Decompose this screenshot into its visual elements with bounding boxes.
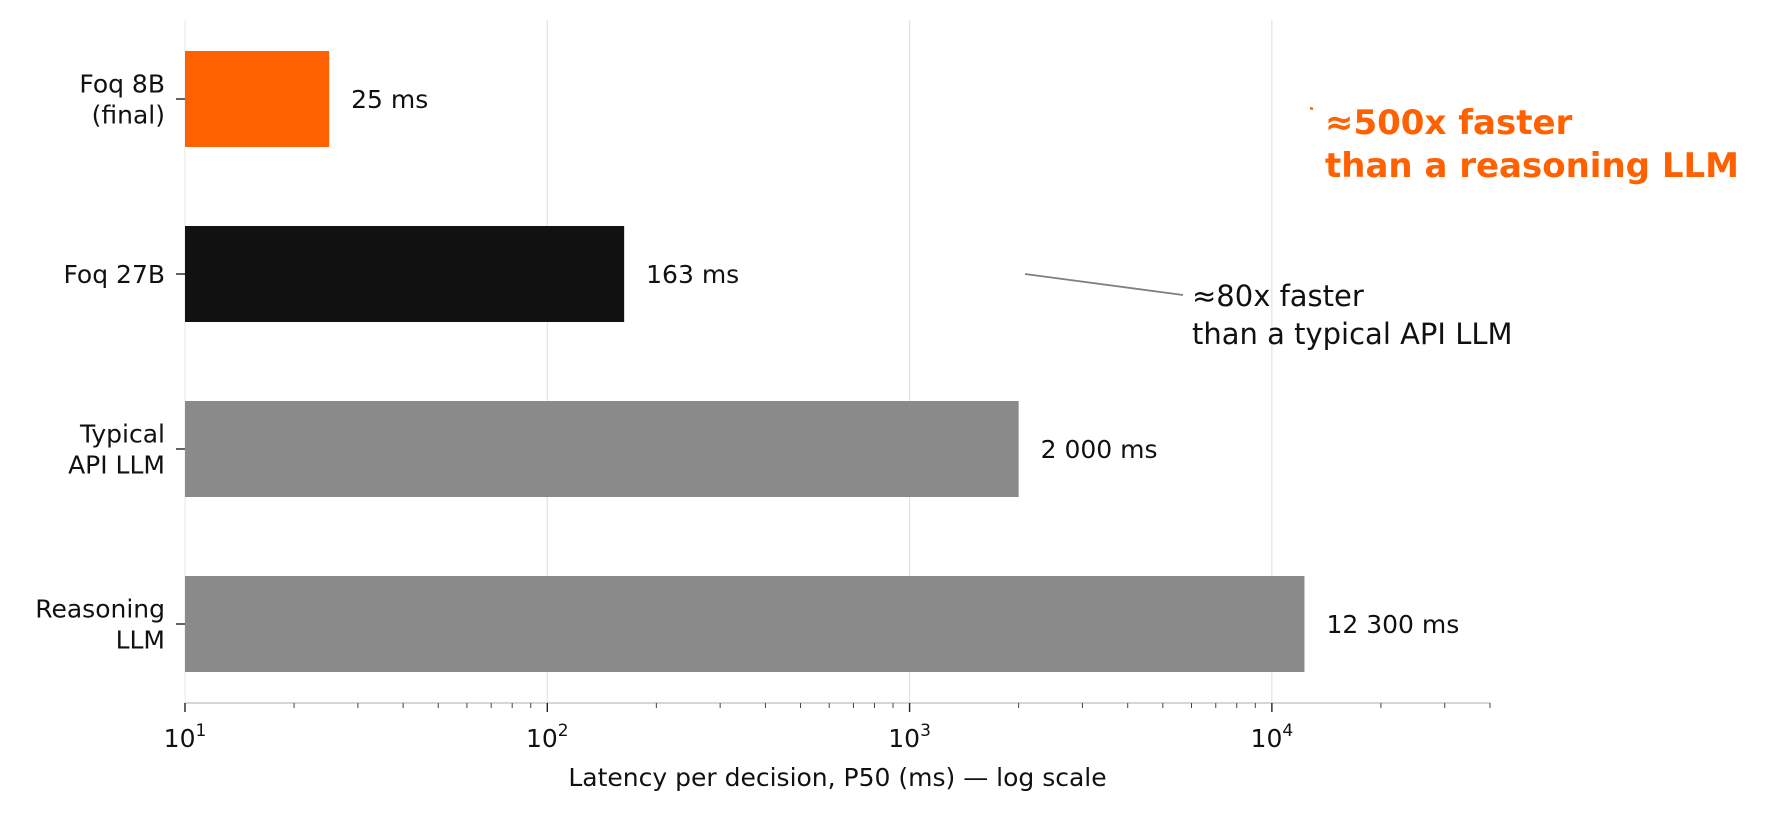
annotation: ≈500x faster than a reasoning LLM [1309,103,1739,186]
annotation-text: ≈500x faster than a reasoning LLM [1325,103,1739,186]
x-tick-label: 104 [1251,721,1294,753]
value-label: 163 ms [646,260,739,289]
value-labels: 25 ms 163 ms 2 000 ms 12 300 ms [351,85,1459,639]
category-label: Typical API LLM [68,420,165,480]
category-label: Foq 8B (final) [79,70,165,130]
category-labels: Foq 8B (final) Foq 27B Typical API LLM Reason… [35,70,185,655]
annotations: ≈500x faster than a reasoning LLM ≈80x fas… [1024,103,1739,351]
x-axis: 101 102 103 104 [164,702,1491,753]
value-label: 12 300 ms [1326,610,1459,639]
annotation-text: ≈80x faster than a typical API LLM [1192,279,1513,351]
bars [185,51,1305,672]
value-label: 2 000 ms [1041,435,1158,464]
category-label: Foq 27B [63,260,165,289]
category-label: Reasoning LLM [35,595,165,655]
annotation-pointer [1309,106,1314,111]
x-tick-label: 103 [888,721,931,753]
bar [185,401,1019,497]
x-tick-label: 102 [526,721,569,753]
x-axis-label: Latency per decision, P50 (ms) — log sca… [568,763,1106,792]
annotation-pointer [1024,273,1184,296]
bar [185,51,330,147]
value-label: 25 ms [351,85,428,114]
annotation: ≈80x faster than a typical API LLM [1024,273,1513,351]
bar [185,576,1305,672]
bar [185,226,625,322]
x-tick-label: 101 [164,721,207,753]
